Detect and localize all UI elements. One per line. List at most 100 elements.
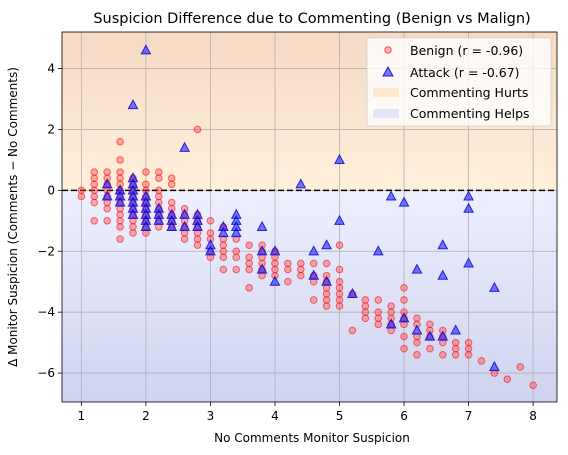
benign-point xyxy=(129,223,137,231)
legend-hurts-swatch xyxy=(373,88,399,97)
benign-point xyxy=(374,308,383,316)
benign-point xyxy=(335,302,344,310)
benign-point xyxy=(361,314,370,323)
attack-point xyxy=(488,360,500,372)
benign-point xyxy=(116,168,124,176)
benign-point xyxy=(116,223,124,231)
benign-point xyxy=(155,174,163,182)
y-axis-ticks: −6 −4 −2 0 2 4 xyxy=(37,62,62,380)
legend-box xyxy=(366,37,552,127)
y-tick-label: 4 xyxy=(47,62,55,76)
attack-point xyxy=(192,220,203,231)
legend-attack-label: Attack (r = -0.67) xyxy=(410,65,520,80)
x-tick-label: 1 xyxy=(78,409,86,423)
benign-point xyxy=(155,168,163,176)
benign-point xyxy=(90,198,99,207)
benign-point xyxy=(155,186,163,195)
attack-point xyxy=(437,239,449,250)
benign-point xyxy=(361,296,370,304)
attack-point xyxy=(463,190,475,201)
benign-point xyxy=(90,192,99,201)
benign-point xyxy=(77,186,86,195)
attack-point xyxy=(334,153,345,165)
attack-point xyxy=(463,257,475,268)
x-tick-label: 2 xyxy=(142,409,150,423)
benign-point xyxy=(116,156,124,164)
attack-point xyxy=(308,269,320,280)
x-tick-label: 6 xyxy=(400,409,408,423)
attack-point xyxy=(385,190,397,201)
benign-point xyxy=(142,180,150,189)
attack-point xyxy=(411,324,423,335)
benign-point xyxy=(245,253,253,262)
y-tick-label: 0 xyxy=(47,183,55,197)
benign-point xyxy=(103,168,111,176)
benign-point xyxy=(167,180,176,189)
benign-point xyxy=(451,344,460,353)
benign-point xyxy=(451,350,460,359)
attack-point xyxy=(217,226,229,238)
benign-point xyxy=(284,259,292,268)
benign-point xyxy=(413,314,421,323)
benign-point xyxy=(103,204,111,213)
attack-point xyxy=(230,226,242,238)
benign-point xyxy=(529,381,537,390)
benign-point xyxy=(374,314,383,323)
benign-point xyxy=(400,344,408,353)
benign-point xyxy=(503,375,512,383)
legend-benign-label: Benign (r = -0.96) xyxy=(410,43,523,58)
attack-point xyxy=(166,220,178,231)
attack-point xyxy=(140,44,152,55)
attack-point xyxy=(269,245,281,256)
benign-point xyxy=(309,296,318,304)
benign-point xyxy=(193,235,202,243)
benign-point xyxy=(438,350,447,359)
attack-point xyxy=(437,330,449,341)
benign-point xyxy=(464,350,473,359)
benign-point xyxy=(413,350,421,359)
benign-point xyxy=(361,302,370,310)
attack-point xyxy=(269,275,281,286)
benign-point xyxy=(322,302,331,310)
attack-point xyxy=(488,281,500,292)
x-tick-label: 7 xyxy=(465,409,473,423)
benign-point xyxy=(387,302,395,310)
benign-point xyxy=(464,344,473,353)
attack-point xyxy=(463,202,475,213)
benign-point xyxy=(245,241,253,249)
x-axis-label: No Comments Monitor Suspicion xyxy=(214,431,410,445)
x-axis-ticks: 1 2 3 4 5 6 7 8 xyxy=(78,402,537,423)
benign-point xyxy=(413,338,421,347)
benign-point xyxy=(477,357,486,365)
benign-point xyxy=(116,210,124,219)
benign-point xyxy=(271,265,279,274)
legend-helps-label: Commenting Helps xyxy=(410,106,530,121)
benign-point xyxy=(322,296,331,304)
attack-point xyxy=(437,269,449,280)
attack-point xyxy=(179,220,191,231)
benign-point xyxy=(90,186,99,195)
chart-title: Suspicion Difference due to Commenting (… xyxy=(93,11,530,27)
benign-point xyxy=(348,326,357,335)
benign-point xyxy=(129,229,137,237)
benign-point xyxy=(90,217,99,225)
benign-point xyxy=(232,247,241,256)
attack-point xyxy=(450,324,462,335)
benign-point xyxy=(219,253,228,262)
benign-point xyxy=(400,296,408,304)
attack-point xyxy=(295,178,307,189)
attack-point xyxy=(256,245,268,256)
attack-point xyxy=(398,312,410,323)
benign-point xyxy=(284,265,292,274)
attack-point xyxy=(321,275,333,286)
attack-point xyxy=(179,141,191,152)
benign-point xyxy=(516,363,525,371)
benign-point xyxy=(167,198,176,207)
benign-point xyxy=(90,174,99,182)
x-tick-label: 5 xyxy=(336,409,344,423)
plot-frame xyxy=(61,31,558,403)
benign-point xyxy=(193,241,202,249)
legend-benign-marker xyxy=(384,46,392,54)
benign-point xyxy=(232,253,241,262)
benign-point xyxy=(322,259,331,268)
